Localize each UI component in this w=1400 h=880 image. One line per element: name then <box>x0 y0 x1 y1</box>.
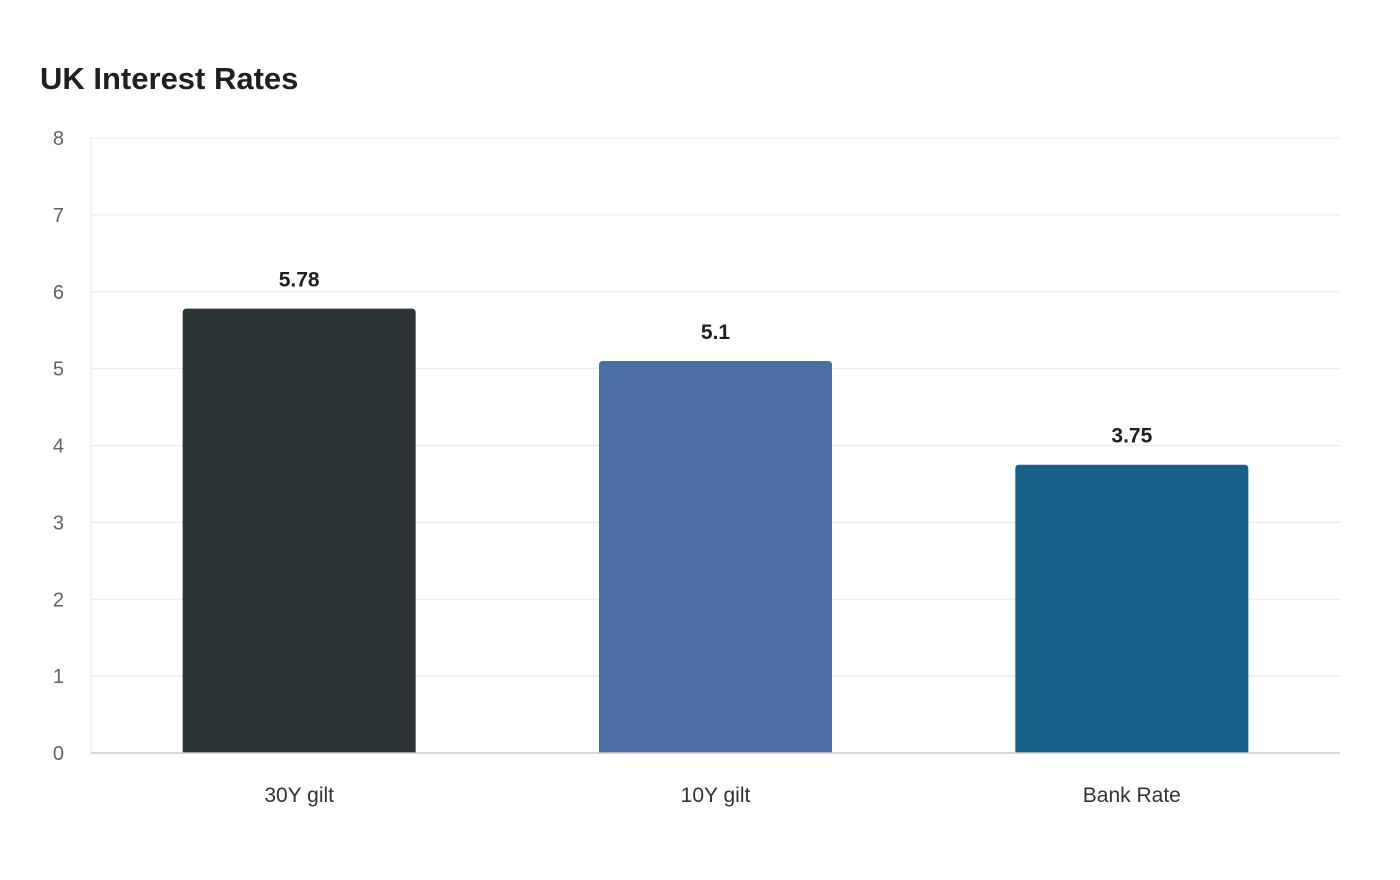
bars <box>182 308 1249 753</box>
data-label: 3.75 <box>1111 425 1152 448</box>
y-tick-label: 4 <box>53 436 64 458</box>
data-label: 5.1 <box>701 321 731 344</box>
x-tick-label: 10Y gilt <box>681 784 751 807</box>
data-labels: 5.78 5.1 3.75 <box>279 269 1153 448</box>
y-tick-label: 5 <box>53 359 64 381</box>
axes <box>90 138 1340 754</box>
y-tick-label: 6 <box>53 282 64 304</box>
y-tick-label: 2 <box>53 589 64 611</box>
x-tick-label: 30Y gilt <box>264 784 334 807</box>
y-tick-label: 1 <box>53 666 64 688</box>
x-tick-label: Bank Rate <box>1083 784 1181 807</box>
bar-10y-gilt <box>599 360 832 753</box>
bar-bank-rate <box>1015 464 1249 753</box>
y-tick-label: 7 <box>53 205 64 227</box>
chart-title: UK Interest Rates <box>40 61 299 96</box>
x-axis-tick-labels: 30Y gilt 10Y gilt Bank Rate <box>264 784 1181 807</box>
y-tick-label: 0 <box>53 743 64 765</box>
data-label: 5.78 <box>279 269 320 292</box>
bar-30y-gilt <box>182 308 416 753</box>
y-tick-label: 3 <box>53 512 64 534</box>
y-axis-tick-labels: 0 1 2 3 4 5 6 7 8 <box>53 128 64 765</box>
y-tick-label: 8 <box>53 128 64 150</box>
